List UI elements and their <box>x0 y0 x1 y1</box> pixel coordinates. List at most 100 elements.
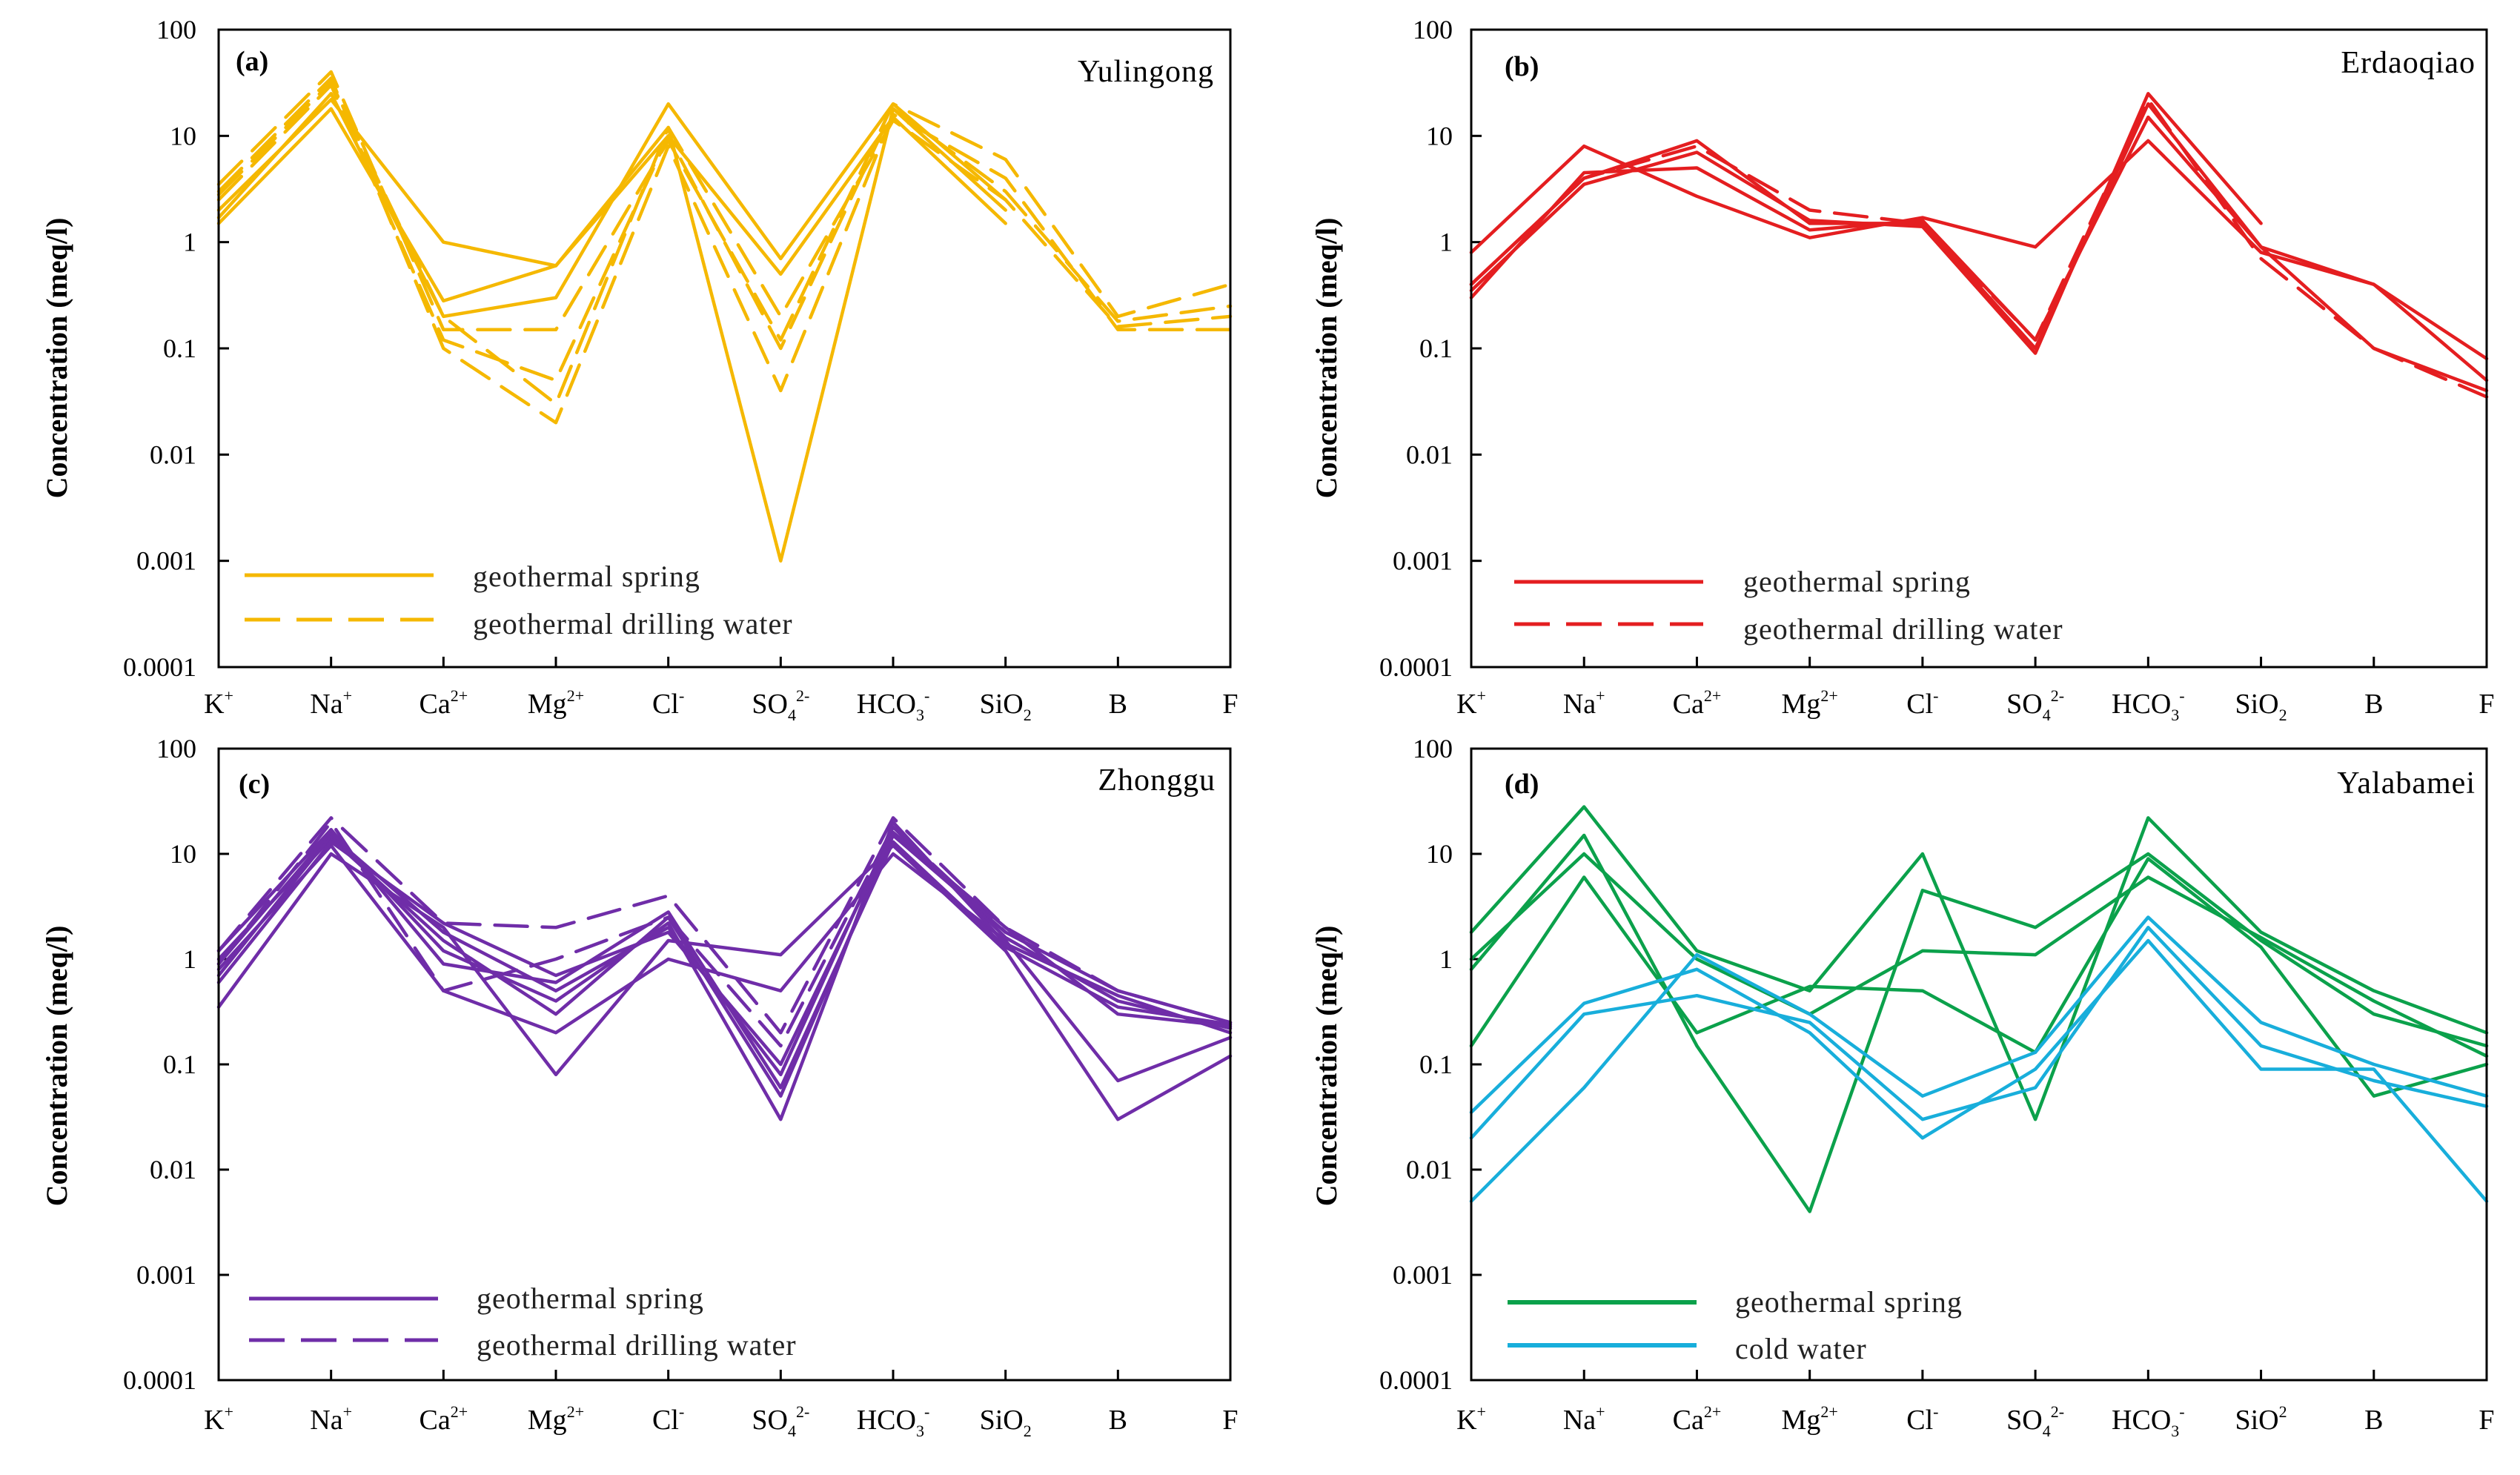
x-tick-label: Ca2+ <box>420 1402 468 1436</box>
y-tick-labels: 100 10 1 0.1 0.01 0.001 0.0001 <box>123 734 229 1395</box>
series-line <box>1469 115 2489 382</box>
x-tick-label: Mg2+ <box>1782 686 1838 720</box>
x-tick-label: Na+ <box>310 686 352 720</box>
x-tick-label: K+ <box>204 1402 233 1436</box>
x-tick-label: Ca2+ <box>420 686 468 720</box>
x-tick-label: F <box>2478 1405 2494 1436</box>
x-tick-label: Cl- <box>1906 1402 1938 1436</box>
series-group <box>1469 805 2489 1213</box>
x-tick-label: Na+ <box>1563 686 1605 720</box>
y-axis-title: Concentration (meq/l) <box>1310 218 1343 499</box>
panel-b: Concentration (meq/l) 100 10 1 0.1 0.01 0.001… <box>1310 15 2495 724</box>
y-tick-label: 1 <box>183 228 196 257</box>
series-line <box>1469 102 2489 393</box>
x-tick-label: K+ <box>1456 686 1486 720</box>
x-tick-label: SO42- <box>752 686 809 724</box>
x-tick-label: HCO3- <box>2112 686 2185 724</box>
y-tick-label: 0.1 <box>1419 1050 1453 1079</box>
legend-drilling-label: geothermal drilling water <box>1743 612 2063 646</box>
x-tick-label: K+ <box>1456 1402 1486 1436</box>
y-tick-label: 10 <box>1426 121 1453 150</box>
legend-drilling-label: geothermal drilling water <box>473 607 793 640</box>
x-tick-label: F <box>1222 1405 1238 1436</box>
x-tick-label: B <box>2364 689 2383 720</box>
x-tick-label: Mg2+ <box>528 1402 584 1436</box>
x-tick-label: SO42- <box>752 1402 809 1440</box>
legend-spring-label: geothermal spring <box>1743 565 1971 598</box>
x-tick-labels: K+ Na+ Ca2+ Mg2+ Cl- SO42- HCO3- SiO2 B F <box>204 1370 1239 1440</box>
panel-d: Concentration (meq/l) 100 10 1 0.1 0.01 0.001… <box>1310 734 2495 1440</box>
series-line <box>216 843 1233 1083</box>
x-tick-label: B <box>1109 689 1127 720</box>
y-tick-label: 0.01 <box>150 440 196 469</box>
x-tick-labels: K+ Na+ Ca2+ Mg2+ Cl- SO42- HCO3- SiO2 B F <box>1456 657 2495 724</box>
y-tick-label: 0.001 <box>136 1260 196 1290</box>
y-tick-label: 100 <box>156 15 196 44</box>
y-tick-label: 0.001 <box>1393 546 1453 576</box>
y-tick-label: 0.1 <box>1419 334 1453 363</box>
series-line <box>1469 833 2489 1213</box>
x-tick-label: Cl- <box>1906 686 1938 720</box>
y-tick-label: 10 <box>170 121 196 150</box>
series-line <box>1469 915 2489 1203</box>
panel-c: Concentration (meq/l) 100 10 1 0.1 0.01 0.001… <box>40 734 1239 1440</box>
x-tick-labels: K+ Na+ Ca2+ Mg2+ Cl- SO42- HCO3- SiO2 B F <box>204 657 1239 724</box>
x-tick-label: SiO2 <box>2235 689 2287 724</box>
panel-label: (b) <box>1505 51 1539 82</box>
y-tick-label: 0.1 <box>163 1050 196 1079</box>
panel-title: Yulingong <box>1078 55 1214 89</box>
x-tick-label: B <box>1109 1405 1127 1436</box>
y-tick-label: 100 <box>1413 734 1453 763</box>
y-tick-label: 1 <box>183 944 196 974</box>
x-tick-label: Ca2+ <box>1673 1402 1722 1436</box>
x-tick-label: SiO2 <box>2235 1402 2287 1436</box>
plot-frame <box>217 28 1232 669</box>
series-line <box>216 80 1233 406</box>
series-line <box>216 821 1007 1048</box>
series-group <box>1469 92 2489 399</box>
plot-frame <box>1470 28 2488 669</box>
legend-spring-label: geothermal spring <box>477 1282 704 1315</box>
y-tick-label: 1 <box>1439 228 1453 257</box>
y-tick-labels: 100 10 1 0.1 0.01 0.001 0.0001 <box>1379 15 1482 682</box>
y-axis-title: Concentration (meq/l) <box>40 926 73 1207</box>
x-tick-label: SO42- <box>2006 1402 2064 1440</box>
y-axis-title: Concentration (meq/l) <box>40 218 73 499</box>
x-tick-labels: K+ Na+ Ca2+ Mg2+ Cl- SO42- HCO3- SiO2 B F <box>1456 1370 2495 1440</box>
x-tick-label: Cl- <box>652 1402 684 1436</box>
legend-spring-label: geothermal spring <box>473 560 700 593</box>
panel-title: Erdaoqiao <box>2341 46 2476 80</box>
x-tick-label: Na+ <box>1563 1402 1605 1436</box>
legend-drilling-label: geothermal drilling water <box>477 1328 797 1362</box>
x-tick-label: SO42- <box>2006 686 2064 724</box>
legend: geothermal spring geothermal drilling wa… <box>249 1282 797 1362</box>
x-tick-label: Ca2+ <box>1673 686 1722 720</box>
x-tick-label: SiO2 <box>980 689 1032 724</box>
panel-label: (a) <box>236 46 268 77</box>
legend: geothermal spring cold water <box>1508 1285 1963 1365</box>
series-line <box>216 98 1007 563</box>
series-group <box>216 70 1233 563</box>
y-tick-label: 0.0001 <box>123 1365 196 1395</box>
x-tick-label: K+ <box>204 686 233 720</box>
series-group <box>216 816 1233 1121</box>
x-tick-label: Cl- <box>652 686 684 720</box>
x-tick-label: HCO3- <box>857 1402 930 1440</box>
y-tick-label: 0.0001 <box>1379 652 1453 682</box>
panel-a: Concentration (meq/l) 100 10 1 0.1 0.01 0.001… <box>40 15 1239 724</box>
panel-label: (d) <box>1505 769 1539 800</box>
y-axis-title: Concentration (meq/l) <box>1310 926 1343 1207</box>
y-tick-label: 100 <box>156 734 196 763</box>
x-tick-label: F <box>2478 689 2494 720</box>
y-tick-label: 1 <box>1439 944 1453 974</box>
series-line <box>1469 92 2263 355</box>
legend-spring-label: geothermal spring <box>1735 1285 1963 1319</box>
y-tick-labels: 100 10 1 0.1 0.01 0.001 0.0001 <box>1379 734 1482 1395</box>
plot-frame <box>1470 747 2488 1382</box>
legend: geothermal spring geothermal drilling wa… <box>1514 565 2063 646</box>
x-tick-label: Mg2+ <box>528 686 584 720</box>
series-line <box>1469 98 2489 399</box>
y-tick-label: 0.001 <box>1393 1260 1453 1290</box>
series-line <box>1469 926 2489 1140</box>
series-line <box>216 825 1233 1077</box>
